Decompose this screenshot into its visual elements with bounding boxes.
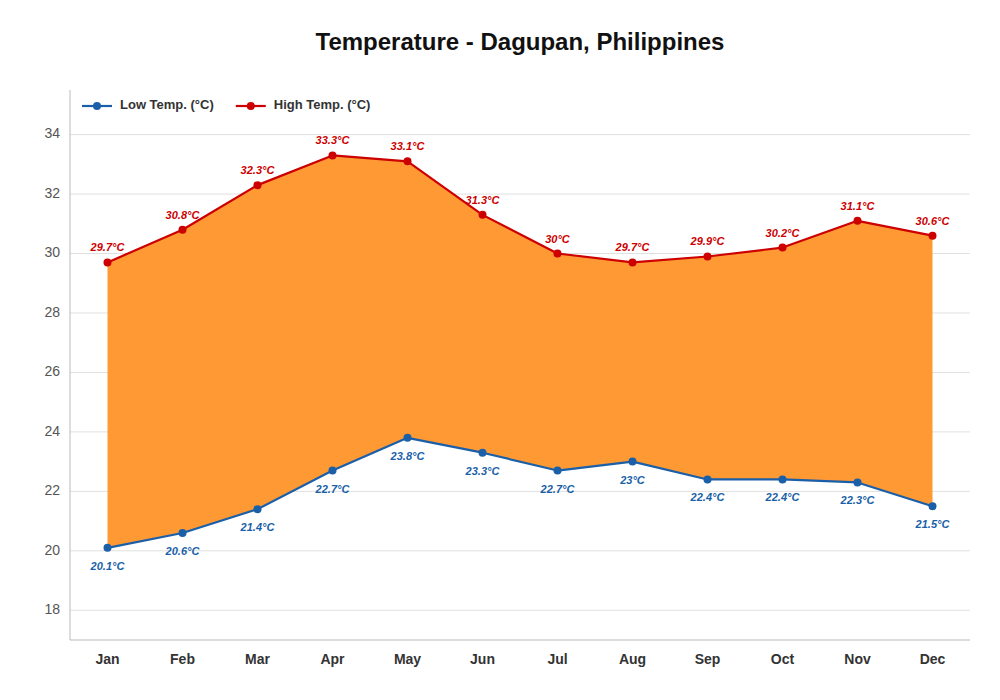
series-line [108, 155, 933, 262]
x-tick-label: Apr [320, 651, 345, 667]
point [104, 258, 112, 266]
data-label: 21.5°C [915, 518, 951, 530]
background [0, 0, 1000, 700]
y-tick-label: 24 [44, 423, 60, 439]
y-tick-label: 28 [44, 304, 60, 320]
point [104, 544, 112, 552]
x-tick-label: Sep [695, 651, 721, 667]
data-label: 30.6°C [916, 215, 951, 227]
x-tick-label: Aug [619, 651, 646, 667]
grid-line [70, 550, 970, 551]
x-tick-label: Mar [245, 651, 270, 667]
data-label: 22.3°C [840, 494, 876, 506]
x-tick-label: Nov [844, 651, 871, 667]
y-tick-label: 18 [44, 601, 60, 617]
point [854, 478, 862, 486]
data-label: 20.1°C [90, 560, 126, 572]
y-axis-line [70, 90, 71, 640]
data-label: 30°C [545, 233, 571, 245]
legend-marker [247, 102, 255, 110]
point [704, 475, 712, 483]
y-tick-label: 22 [44, 482, 60, 498]
point [554, 467, 562, 475]
data-label: 23.3°C [465, 465, 501, 477]
point [779, 475, 787, 483]
point [404, 157, 412, 165]
data-label: 20.6°C [165, 545, 201, 557]
data-label: 22.4°C [690, 491, 726, 503]
range-band [108, 155, 933, 547]
title: Temperature - Dagupan, Philippines [316, 28, 725, 55]
point [179, 529, 187, 537]
point [254, 505, 262, 513]
data-label: 30.8°C [166, 209, 201, 221]
x-axis-line [70, 640, 970, 641]
point [629, 458, 637, 466]
y-tick-label: 30 [44, 244, 60, 260]
legend: Low Temp. (°C) High Temp. (°C) [82, 97, 370, 112]
x-tick-label: Dec [920, 651, 946, 667]
data-label: 30.2°C [766, 227, 801, 239]
x-tick-label: Jan [95, 651, 119, 667]
point [479, 449, 487, 457]
x-tick-label: May [394, 651, 421, 667]
data-label: 23.8°C [390, 450, 426, 462]
grid [70, 135, 970, 611]
plot-area [104, 151, 937, 551]
data-label: 29.9°C [690, 235, 726, 247]
y-tick-label: 34 [44, 125, 60, 141]
point [479, 211, 487, 219]
point [254, 181, 262, 189]
point [929, 232, 937, 240]
x-tick-label: Jul [547, 651, 567, 667]
y-tick-label: 26 [44, 363, 60, 379]
series-line [108, 438, 933, 548]
data-label: 29.7°C [615, 241, 651, 253]
legend-label: Low Temp. (°C) [120, 97, 214, 112]
data-label: 22.4°C [765, 491, 801, 503]
data-labels: 20.1°C 20.6°C 21.4°C 22.7°C 23.8°C 23.3°C 22.7… [90, 134, 951, 571]
data-label: 32.3°C [241, 164, 276, 176]
data-label: 33.1°C [391, 140, 426, 152]
chart: 18 20 22 24 26 28 30 32 34 Jan Feb Mar Apr May Jun Jul A… [0, 0, 1000, 700]
data-label: 21.4°C [240, 521, 276, 533]
point [929, 502, 937, 510]
data-label: 29.7°C [90, 241, 126, 253]
data-label: 31.1°C [841, 200, 876, 212]
point [854, 217, 862, 225]
data-label: 22.7°C [315, 483, 351, 495]
grid-line [70, 610, 970, 611]
data-label: 31.3°C [466, 194, 501, 206]
legend-label: High Temp. (°C) [274, 97, 371, 112]
point [329, 467, 337, 475]
point [179, 226, 187, 234]
x-tick-label: Feb [170, 651, 195, 667]
point [404, 434, 412, 442]
legend-marker [93, 102, 101, 110]
point [329, 151, 337, 159]
y-tick-label: 20 [44, 542, 60, 558]
data-label: 22.7°C [540, 483, 576, 495]
point [704, 252, 712, 260]
point [629, 258, 637, 266]
data-label: 33.3°C [316, 134, 351, 146]
data-label: 23°C [619, 474, 646, 486]
x-tick-label: Oct [771, 651, 795, 667]
grid-line [70, 134, 970, 135]
x-tick-label: Jun [470, 651, 495, 667]
point [779, 244, 787, 252]
point [554, 250, 562, 258]
y-tick-label: 32 [44, 185, 60, 201]
grid-line [70, 194, 970, 195]
